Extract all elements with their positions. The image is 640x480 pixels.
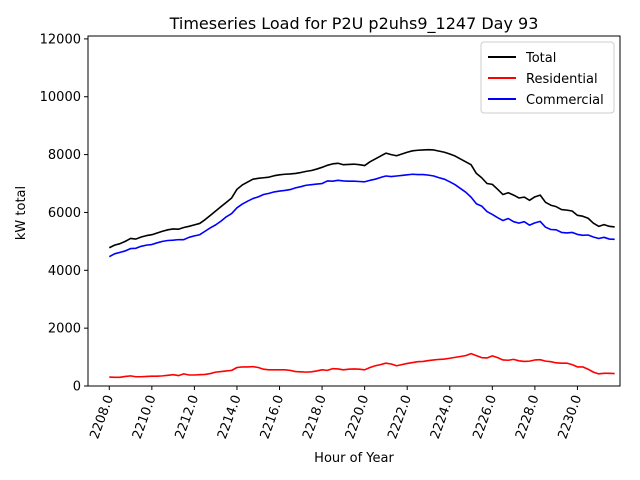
x-axis-label: Hour of Year [314, 451, 394, 466]
legend: Total Residential Commercial [480, 41, 615, 114]
plot-frame [87, 35, 621, 387]
y-tick-label: 2000 [48, 322, 81, 337]
legend-label-commercial: Commercial [526, 93, 604, 108]
series-line-total [108, 148, 615, 249]
y-tick-label: 8000 [48, 148, 81, 163]
legend-label-residential: Residential [526, 72, 598, 87]
legend-box [480, 41, 615, 114]
y-tick-label: 12000 [40, 32, 81, 47]
chart-title: Timeseries Load for P2U p2uhs9_1247 Day … [169, 14, 539, 34]
series-lines [108, 148, 615, 379]
series-line-residential [109, 352, 615, 379]
y-tick-label: 4000 [48, 264, 81, 279]
y-axis-ticks: 0 2000 4000 6000 8000 10000 12000 [40, 32, 88, 395]
legend-label-total: Total [525, 51, 556, 66]
y-tick-label: 6000 [48, 206, 81, 221]
y-tick-label: 0 [73, 380, 81, 395]
y-axis-label: kW total [14, 186, 29, 240]
series-line-commercial [108, 173, 615, 258]
y-tick-label: 10000 [40, 90, 81, 105]
